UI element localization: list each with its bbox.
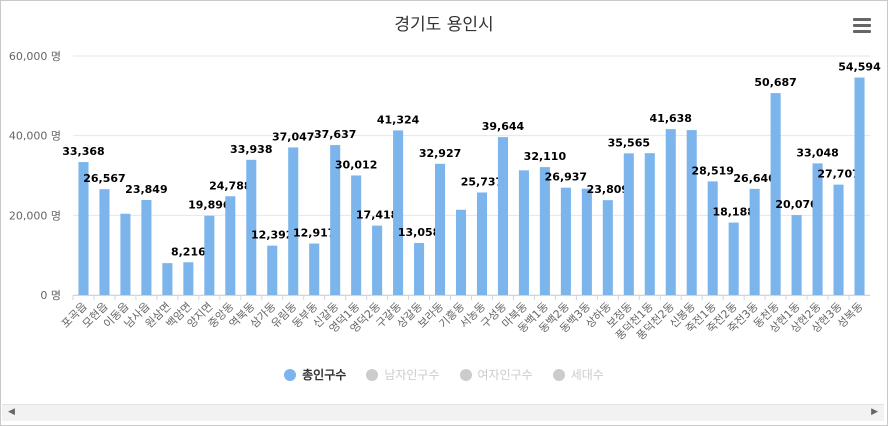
- bar[interactable]: [120, 213, 131, 295]
- data-label: 30,012: [335, 158, 377, 171]
- bar[interactable]: [518, 170, 529, 295]
- bar[interactable]: [707, 181, 718, 295]
- bar[interactable]: [225, 196, 236, 295]
- bar[interactable]: [644, 153, 655, 295]
- legend: 총인구수 남자인구수 여자인구수 세대수: [0, 366, 888, 383]
- legend-item[interactable]: 여자인구수: [459, 366, 533, 383]
- y-tick-label: 0 명: [40, 289, 61, 302]
- bar[interactable]: [267, 245, 278, 295]
- y-tick-label: 40,000 명: [9, 130, 61, 143]
- bar[interactable]: [812, 163, 823, 295]
- chart-title: 경기도 용인시: [394, 15, 494, 35]
- bar[interactable]: [78, 162, 89, 295]
- bar[interactable]: [623, 153, 634, 295]
- bar[interactable]: [665, 129, 676, 295]
- data-label: 37,047: [272, 130, 314, 143]
- legend-item[interactable]: 남자인구수: [366, 366, 440, 383]
- data-label: 17,418: [356, 209, 398, 222]
- legend-dot-icon: [284, 369, 297, 381]
- bar[interactable]: [455, 209, 467, 295]
- data-label: 33,368: [62, 145, 104, 158]
- scroll-right-icon[interactable]: ▶: [871, 407, 878, 417]
- bar[interactable]: [372, 225, 383, 295]
- bar[interactable]: [141, 200, 152, 295]
- bar[interactable]: [476, 192, 488, 295]
- y-tick-label: 20,000 명: [9, 209, 61, 222]
- hamburger-menu-icon[interactable]: [853, 18, 871, 34]
- data-label: 37,637: [314, 128, 356, 141]
- data-label: 25,737: [461, 175, 503, 188]
- bar[interactable]: [183, 262, 194, 295]
- data-label: 8,216: [171, 245, 206, 258]
- data-label: 13,058: [398, 226, 440, 239]
- data-label: 39,644: [482, 120, 525, 133]
- legend-item[interactable]: 세대수: [552, 366, 604, 383]
- data-label: 33,048: [796, 146, 838, 159]
- bar[interactable]: [602, 200, 613, 295]
- data-label: 20,070: [775, 198, 818, 211]
- data-label: 54,594: [838, 61, 881, 74]
- bar[interactable]: [288, 147, 299, 295]
- data-label: 23,809: [587, 183, 629, 196]
- data-label: 23,849: [125, 183, 167, 196]
- bar[interactable]: [414, 242, 425, 295]
- data-label: 26,937: [545, 171, 587, 184]
- legend-label: 세대수: [570, 368, 604, 382]
- data-label: 41,638: [650, 112, 692, 125]
- bar[interactable]: [162, 263, 173, 295]
- bar[interactable]: [854, 77, 865, 295]
- data-label: 18,188: [712, 206, 754, 219]
- bar[interactable]: [539, 167, 550, 295]
- data-label: 50,687: [754, 76, 796, 89]
- data-label: 19,896: [188, 199, 231, 212]
- bar[interactable]: [770, 93, 781, 295]
- bar[interactable]: [560, 187, 571, 295]
- data-label: 24,788: [209, 179, 251, 192]
- legend-item[interactable]: 총인구수: [284, 366, 346, 383]
- data-label: 32,927: [419, 147, 461, 160]
- bar[interactable]: [309, 243, 320, 295]
- scroll-left-icon[interactable]: ◀: [8, 407, 15, 417]
- bar[interactable]: [497, 137, 508, 295]
- legend-label: 총인구수: [302, 368, 347, 382]
- bar[interactable]: [749, 188, 760, 295]
- data-label: 35,565: [608, 136, 650, 149]
- legend-dot-icon: [366, 369, 379, 381]
- bar[interactable]: [791, 215, 802, 295]
- data-label: 33,938: [230, 143, 272, 156]
- legend-dot-icon: [459, 369, 472, 381]
- bar[interactable]: [393, 130, 404, 295]
- bar[interactable]: [330, 145, 341, 295]
- bar[interactable]: [435, 163, 446, 295]
- bar[interactable]: [246, 159, 257, 295]
- bar[interactable]: [686, 130, 697, 295]
- bar[interactable]: [99, 189, 110, 295]
- data-label: 32,110: [524, 150, 567, 163]
- data-label: 26,640: [733, 172, 776, 185]
- bar[interactable]: [351, 175, 362, 295]
- horizontal-scrollbar[interactable]: ◀ ▶: [2, 404, 884, 421]
- data-label: 12,392: [251, 229, 293, 242]
- data-label: 41,324: [377, 113, 420, 126]
- data-label: 26,567: [83, 172, 125, 185]
- bar[interactable]: [581, 188, 592, 295]
- legend-dot-icon: [552, 369, 565, 381]
- bar[interactable]: [833, 184, 844, 295]
- legend-label: 남자인구수: [384, 368, 440, 382]
- data-label: 28,519: [691, 164, 733, 177]
- data-label: 12,917: [293, 227, 335, 240]
- bar[interactable]: [204, 215, 215, 295]
- bar[interactable]: [728, 222, 739, 295]
- y-tick-label: 60,000 명: [9, 50, 61, 63]
- data-label: 27,707: [817, 168, 859, 181]
- legend-label: 여자인구수: [477, 368, 533, 382]
